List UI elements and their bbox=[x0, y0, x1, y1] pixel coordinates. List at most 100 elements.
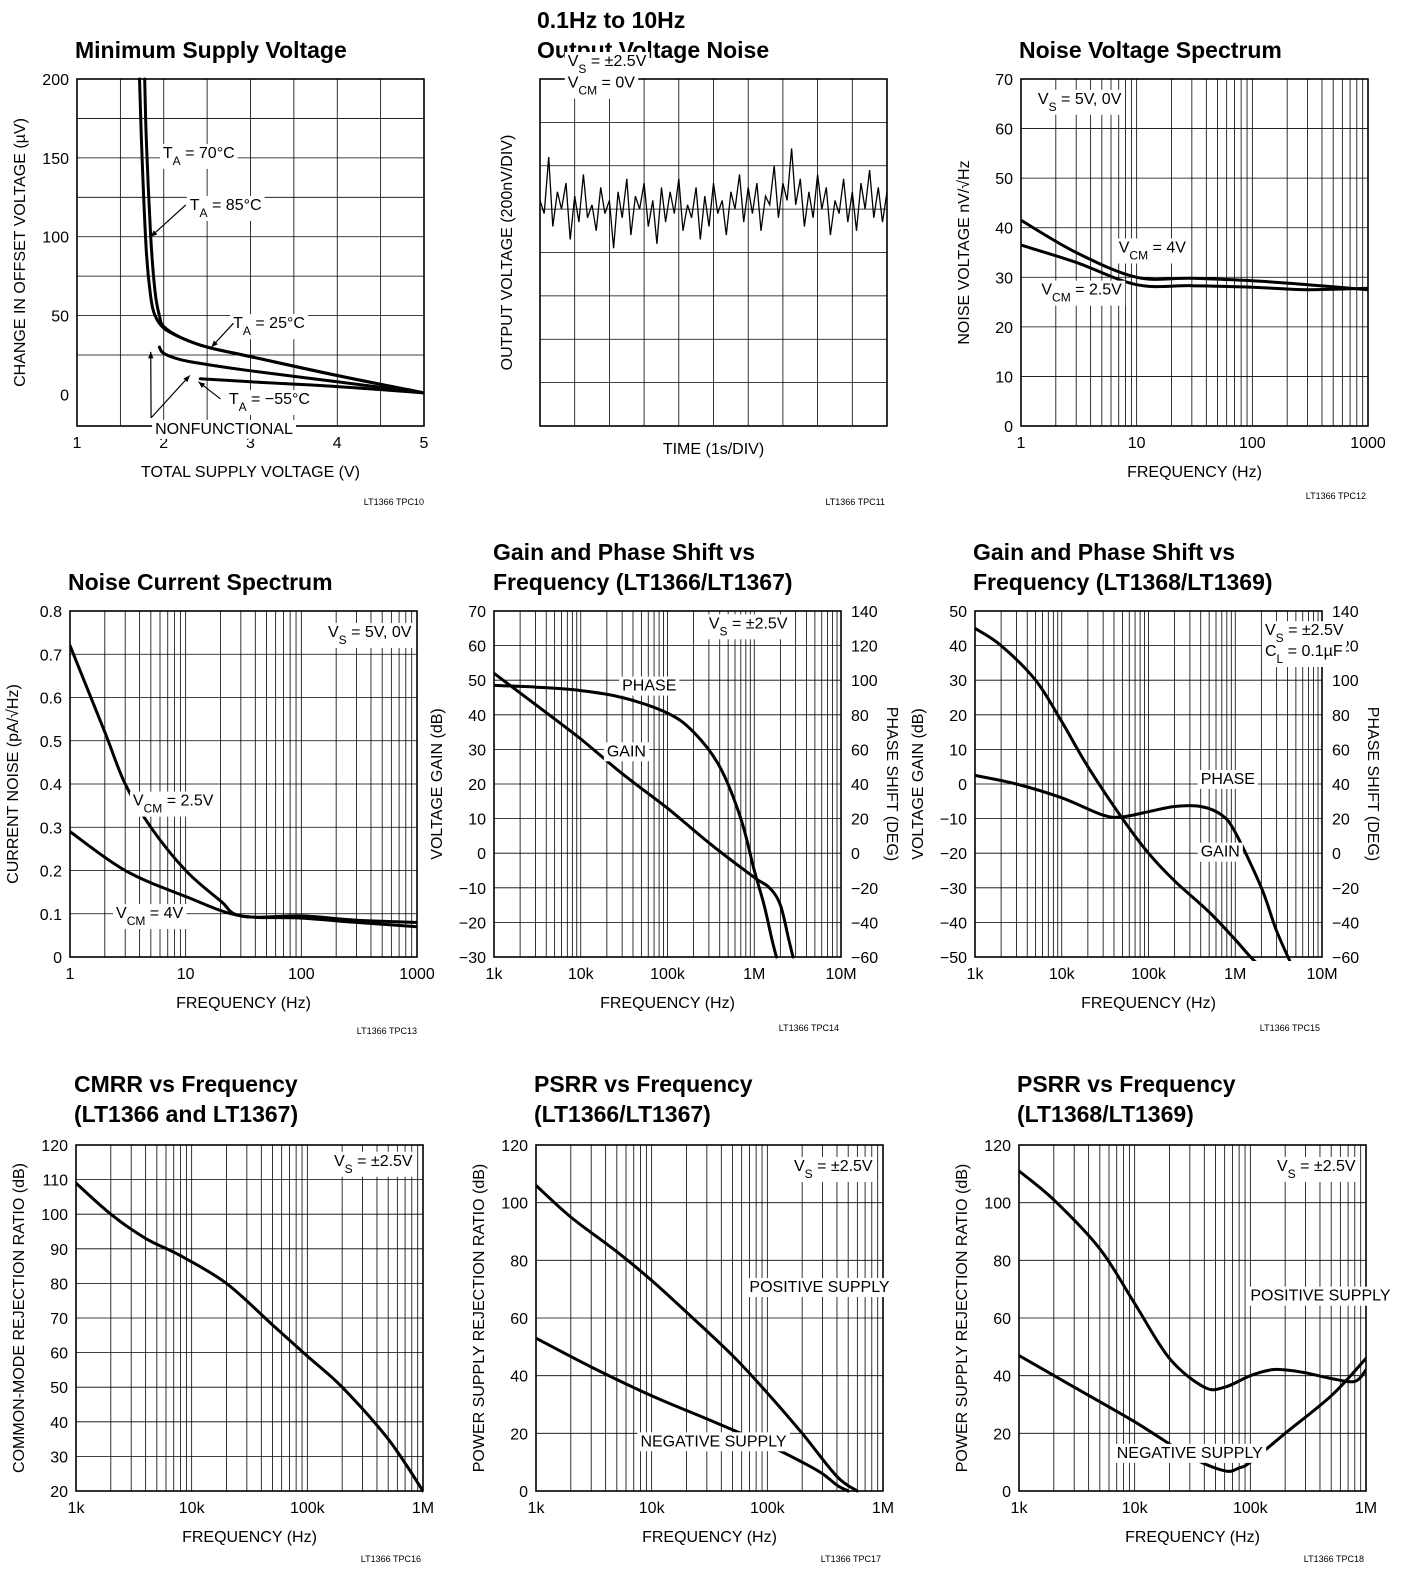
y-tick-label: −20 bbox=[459, 915, 486, 932]
y2-tick-label: −60 bbox=[1332, 950, 1359, 967]
y-tick-label: −20 bbox=[940, 846, 967, 863]
chart-title: Frequency (LT1368/LT1369) bbox=[973, 569, 1273, 595]
x-tick-label: 1k bbox=[68, 1500, 86, 1517]
label-background bbox=[1115, 238, 1190, 264]
series-line-vcm-2-5v bbox=[1021, 243, 1368, 292]
x-tick-label: 1k bbox=[1011, 1500, 1029, 1517]
annotation-label: NONFUNCTIONAL bbox=[155, 421, 293, 438]
annotation-label: CL = 0.1µF bbox=[1265, 643, 1343, 666]
y2-tick-label: 80 bbox=[851, 708, 869, 725]
x-tick-label: 10k bbox=[1049, 966, 1076, 983]
gridlines bbox=[1019, 1145, 1366, 1491]
x-tick-label: 1 bbox=[1017, 435, 1026, 452]
annotation-label: VS = ±2.5V bbox=[1265, 622, 1344, 645]
y2-tick-label: 140 bbox=[1332, 604, 1359, 621]
y-tick-label: 0.5 bbox=[40, 734, 62, 751]
leader-line bbox=[150, 204, 187, 238]
annotation-label: VS = 5V, 0V bbox=[328, 624, 412, 647]
label-background bbox=[619, 676, 680, 696]
series-line-ta-85-c bbox=[143, 77, 424, 395]
x-axis-label: FREQUENCY (Hz) bbox=[1081, 995, 1216, 1012]
y-tick-label: 20 bbox=[949, 708, 967, 725]
figure-code: LT1366 TPC17 bbox=[821, 1554, 881, 1564]
y-tick-label: 90 bbox=[50, 1242, 68, 1259]
chart-tpc17: PSRR vs Frequency (LT1366/LT1367) 1k 10k 100… bbox=[471, 1071, 894, 1564]
figure-code: LT1366 TPC10 bbox=[364, 497, 424, 507]
series-line-ta-55-c bbox=[198, 377, 424, 395]
label-background bbox=[152, 419, 296, 439]
x-tick-label: 1k bbox=[967, 966, 985, 983]
label-background bbox=[225, 389, 313, 415]
label-background bbox=[129, 791, 217, 817]
chart-title: (LT1366 and LT1367) bbox=[74, 1101, 298, 1127]
y-tick-label: 0.7 bbox=[40, 647, 62, 664]
y-tick-label: 30 bbox=[949, 673, 967, 690]
chart-tpc13: Noise Current Spectrum 1 10 100 1000 0 0.1 0.2 0… bbox=[5, 569, 435, 1036]
x-tick-label: 100 bbox=[1239, 435, 1266, 452]
y-tick-label: 120 bbox=[984, 1138, 1011, 1155]
label-background bbox=[1261, 641, 1346, 667]
y2-tick-label: 60 bbox=[851, 742, 869, 759]
label-background bbox=[230, 314, 308, 340]
y-axis-label: POWER SUPPLY REJECTION RATIO (dB) bbox=[471, 1164, 488, 1473]
annotation-label: POSITIVE SUPPLY bbox=[1250, 1288, 1391, 1305]
series-line-vcm-4v bbox=[1021, 218, 1368, 292]
label-background bbox=[1197, 842, 1243, 862]
y-tick-label: 20 bbox=[50, 1484, 68, 1501]
x-axis-label: FREQUENCY (Hz) bbox=[642, 1529, 777, 1546]
y2-tick-label: 40 bbox=[1332, 777, 1350, 794]
annotation-label: GAIN bbox=[1201, 844, 1240, 861]
series-line-vcm-2-5v bbox=[70, 644, 417, 929]
series-line-ta-70-c bbox=[138, 77, 424, 395]
label-background bbox=[564, 73, 639, 99]
y-tick-label: 30 bbox=[468, 742, 486, 759]
x-tick-label: 3 bbox=[246, 435, 255, 452]
y-tick-label: 100 bbox=[42, 230, 69, 247]
series-line-positive-supply bbox=[1019, 1169, 1366, 1392]
annotation-label: TA = 25°C bbox=[233, 315, 305, 338]
chart-title: Noise Current Spectrum bbox=[68, 569, 333, 595]
y-tick-label: −30 bbox=[940, 881, 967, 898]
chart-title: CMRR vs Frequency bbox=[74, 1071, 298, 1097]
label-background bbox=[186, 195, 265, 221]
x-tick-label: 100k bbox=[1233, 1500, 1269, 1517]
x-tick-label: 1000 bbox=[1350, 435, 1386, 452]
y-tick-label: 40 bbox=[949, 639, 967, 656]
annotation-label: GAIN bbox=[607, 743, 646, 760]
label-background bbox=[330, 1151, 416, 1177]
y-tick-label: 40 bbox=[468, 708, 486, 725]
x-tick-label: 10M bbox=[825, 966, 856, 983]
annotation-label: NEGATIVE SUPPLY bbox=[640, 1433, 786, 1450]
series-line-vcm-4v bbox=[70, 830, 417, 924]
y-axis-label: COMMON-MODE REJECTION RATIO (dB) bbox=[11, 1163, 28, 1473]
series-line-phase bbox=[494, 683, 778, 959]
chart-title: Gain and Phase Shift vs bbox=[973, 539, 1235, 565]
y-tick-label: 0.6 bbox=[40, 691, 62, 708]
y-tick-label: 40 bbox=[995, 221, 1013, 238]
y-tick-label: 0.8 bbox=[40, 604, 62, 621]
x-tick-label: 100k bbox=[1131, 966, 1167, 983]
x-axis-label: TIME (1s/DIV) bbox=[663, 441, 764, 458]
figure-code: LT1366 TPC11 bbox=[825, 497, 885, 507]
x-tick-label: 1M bbox=[743, 966, 765, 983]
plot-frame bbox=[69, 610, 418, 958]
annotation-label: VCM = 4V bbox=[116, 905, 183, 928]
annotation-label: TA = 70°C bbox=[163, 145, 235, 168]
annotation-label: VS = ±2.5V bbox=[709, 615, 788, 638]
figure-code: LT1366 TPC13 bbox=[357, 1026, 417, 1036]
y-tick-label: 30 bbox=[50, 1449, 68, 1466]
series-line-gain bbox=[494, 671, 795, 959]
x-tick-label: 1 bbox=[73, 435, 82, 452]
y-tick-label: 0 bbox=[519, 1484, 528, 1501]
x-tick-label: 1M bbox=[1224, 966, 1246, 983]
y-tick-label: 70 bbox=[995, 72, 1013, 89]
y-tick-label: 0.1 bbox=[40, 907, 62, 924]
x-tick-label: 1M bbox=[872, 1500, 894, 1517]
label-background bbox=[1247, 1286, 1394, 1306]
y-tick-label: 60 bbox=[993, 1311, 1011, 1328]
y2-tick-label: −20 bbox=[851, 881, 878, 898]
series-line-negative-supply bbox=[536, 1336, 850, 1493]
gridlines bbox=[76, 1145, 423, 1491]
x-tick-label: 100k bbox=[290, 1500, 326, 1517]
